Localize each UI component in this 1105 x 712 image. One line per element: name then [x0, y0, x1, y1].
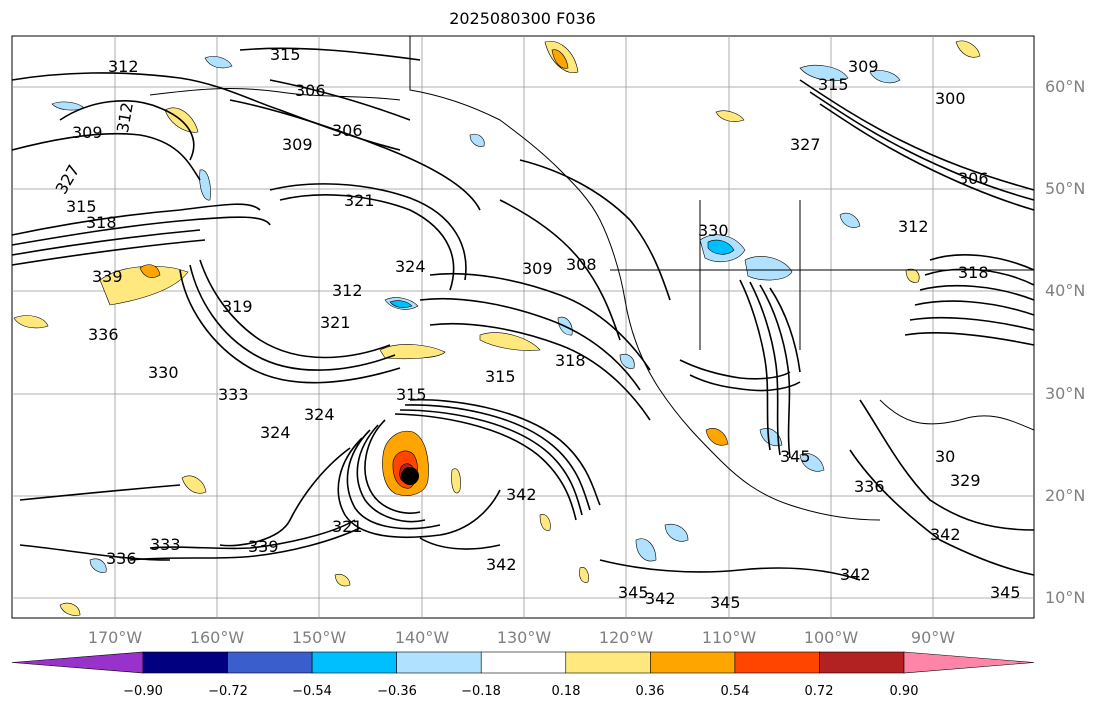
- contour-label: 309: [282, 135, 313, 154]
- colorbar: [11, 651, 1035, 674]
- contour-label: 321: [344, 191, 375, 210]
- lat-label: 30°N: [1045, 384, 1086, 403]
- colorbar-tick: 0.54: [720, 684, 750, 699]
- contour-label: 318: [958, 263, 989, 282]
- colorbar-extend-low: [11, 651, 144, 674]
- colorbar-segment: [480, 651, 567, 674]
- contour-label: 342: [506, 485, 537, 504]
- colorbar-tick: −0.54: [292, 684, 332, 699]
- colorbar-segment: [142, 651, 228, 674]
- contour-label: 315: [396, 385, 427, 404]
- contour-label: 300: [935, 89, 966, 108]
- contour-label: 318: [86, 213, 117, 232]
- contour-label: 309: [522, 259, 553, 278]
- colorbar-tick: 0.90: [889, 684, 919, 699]
- contour-label: 309: [848, 57, 879, 76]
- contour-lines: [11, 47, 1035, 581]
- coastlines: [149, 36, 1035, 521]
- contour-label: 339: [248, 537, 279, 556]
- contour-label: 321: [320, 313, 351, 332]
- lon-label: 160°W: [189, 628, 245, 647]
- contour-label: 312: [332, 281, 363, 300]
- map-panel: 315 312 306 309 312 306 309 327 315 318 …: [11, 35, 1035, 619]
- contour-label: 308: [566, 255, 597, 274]
- colorbar-segment: [396, 651, 482, 674]
- lon-label: 140°W: [394, 628, 450, 647]
- contour-label: 306: [332, 121, 363, 140]
- contour-label: 329: [950, 471, 981, 490]
- colorbar-extend-high: [903, 651, 1035, 674]
- contour-label: 312: [898, 217, 929, 236]
- contour-label: 345: [990, 583, 1021, 602]
- colorbar-segment: [565, 651, 651, 674]
- contour-label: 312: [108, 57, 139, 76]
- colorbar-segment: [227, 651, 313, 674]
- lon-label: 110°W: [701, 628, 757, 647]
- colorbar-tick: 0.18: [551, 684, 581, 699]
- colorbar-tick: −0.90: [123, 684, 163, 699]
- contour-label: 306: [958, 169, 989, 188]
- colorbar-tick: −0.72: [208, 684, 248, 699]
- contour-label: 339: [92, 267, 123, 286]
- contour-label: 315: [270, 45, 301, 64]
- contour-labels: 315 312 306 309 312 306 309 327 315 318 …: [52, 45, 1021, 612]
- lon-label: 120°W: [598, 628, 654, 647]
- contour-label: 306: [295, 81, 326, 100]
- contour-label: 342: [840, 565, 871, 584]
- contour-label: 336: [106, 549, 137, 568]
- contour-label: 342: [930, 525, 961, 544]
- contour-label: 345: [618, 583, 649, 602]
- contour-label: 330: [698, 221, 729, 240]
- lon-label: 90°W: [910, 628, 956, 647]
- contour-label: 318: [555, 351, 586, 370]
- lon-label: 150°W: [291, 628, 347, 647]
- lat-label: 20°N: [1045, 486, 1086, 505]
- lon-label: 130°W: [496, 628, 552, 647]
- colorbar-segment: [819, 651, 905, 674]
- lon-label: 100°W: [803, 628, 859, 647]
- colorbar-segment: [311, 651, 397, 674]
- contour-label: 315: [485, 367, 516, 386]
- colorbar-tick: −0.18: [461, 684, 501, 699]
- contour-label: 336: [88, 325, 119, 344]
- contour-label: 333: [150, 535, 181, 554]
- colorbar-segment: [734, 651, 820, 674]
- contour-label: 319: [222, 297, 253, 316]
- contour-label: 315: [66, 197, 97, 216]
- lat-label: 60°N: [1045, 77, 1086, 96]
- contour-label: 321: [332, 517, 363, 536]
- colorbar-segment: [650, 651, 736, 674]
- contour-label: 315: [818, 75, 849, 94]
- contour-label: 345: [780, 447, 811, 466]
- contour-label: 324: [395, 257, 426, 276]
- lon-label: 170°W: [87, 628, 143, 647]
- colorbar-tick: −0.36: [377, 684, 417, 699]
- contour-label: 327: [790, 135, 821, 154]
- map-title: 2025080300 F036: [449, 9, 596, 28]
- storm-center-marker: [401, 467, 419, 485]
- contour-label: 324: [304, 405, 335, 424]
- contour-label: 342: [645, 589, 676, 608]
- contour-label: 336: [854, 477, 885, 496]
- contour-label: 330: [148, 363, 179, 382]
- contour-label: 324: [260, 423, 291, 442]
- contour-label: 30: [935, 447, 955, 466]
- contour-label: 309: [72, 123, 103, 142]
- lat-label: 50°N: [1045, 179, 1086, 198]
- lat-label: 10°N: [1045, 588, 1086, 607]
- colorbar-tick: 0.72: [804, 684, 834, 699]
- lat-label: 40°N: [1045, 281, 1086, 300]
- contour-label: 342: [486, 555, 517, 574]
- contour-label: 345: [710, 593, 741, 612]
- contour-label: 333: [218, 385, 249, 404]
- colorbar-tick: 0.36: [635, 684, 665, 699]
